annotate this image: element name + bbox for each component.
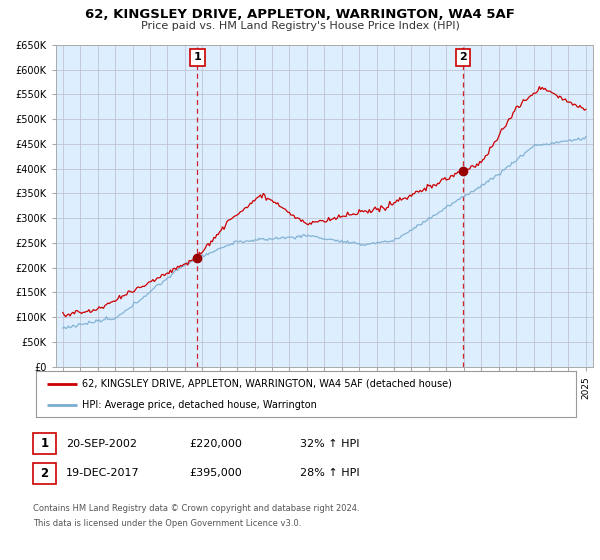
Text: Contains HM Land Registry data © Crown copyright and database right 2024.: Contains HM Land Registry data © Crown c…	[33, 504, 359, 513]
Text: £395,000: £395,000	[189, 468, 242, 478]
Text: 32% ↑ HPI: 32% ↑ HPI	[300, 438, 359, 449]
Text: Price paid vs. HM Land Registry's House Price Index (HPI): Price paid vs. HM Land Registry's House …	[140, 21, 460, 31]
Text: 1: 1	[193, 52, 201, 62]
Text: HPI: Average price, detached house, Warrington: HPI: Average price, detached house, Warr…	[82, 400, 317, 410]
Text: £220,000: £220,000	[189, 438, 242, 449]
Text: 19-DEC-2017: 19-DEC-2017	[66, 468, 140, 478]
Text: 2: 2	[459, 52, 467, 62]
Text: 28% ↑ HPI: 28% ↑ HPI	[300, 468, 359, 478]
Text: 62, KINGSLEY DRIVE, APPLETON, WARRINGTON, WA4 5AF (detached house): 62, KINGSLEY DRIVE, APPLETON, WARRINGTON…	[82, 379, 452, 389]
Text: 2: 2	[40, 466, 49, 480]
Text: 20-SEP-2002: 20-SEP-2002	[66, 438, 137, 449]
Text: This data is licensed under the Open Government Licence v3.0.: This data is licensed under the Open Gov…	[33, 519, 301, 528]
Text: 62, KINGSLEY DRIVE, APPLETON, WARRINGTON, WA4 5AF: 62, KINGSLEY DRIVE, APPLETON, WARRINGTON…	[85, 8, 515, 21]
Text: 1: 1	[40, 437, 49, 450]
